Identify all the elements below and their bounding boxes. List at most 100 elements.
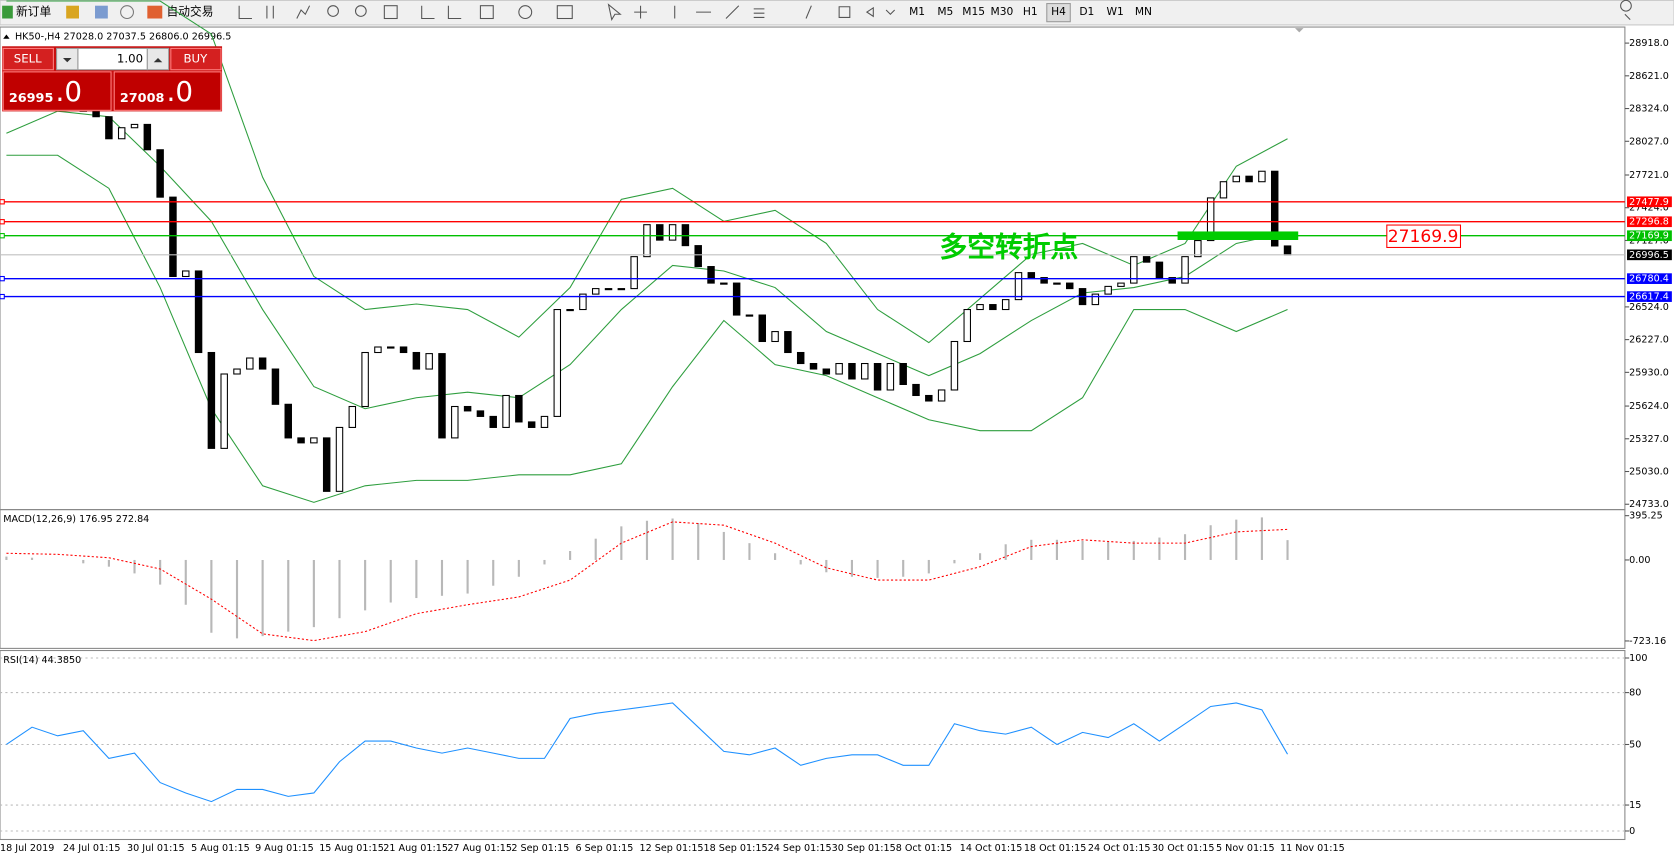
candle (835, 362, 843, 375)
current-price-box (1627, 249, 1672, 261)
candle (143, 123, 152, 151)
candle (476, 410, 485, 417)
candle (322, 437, 331, 492)
candle (656, 224, 664, 241)
turning-point-bar (1177, 231, 1299, 240)
timeframe[interactable]: W1 (1106, 5, 1123, 18)
x-tick-label: 24 Sep 01:15 (768, 843, 832, 854)
timeframe[interactable]: D1 (1079, 5, 1094, 18)
candle (925, 394, 933, 402)
x-tick-label: 2 Sep 01:15 (511, 843, 569, 854)
timeframe[interactable]: H1 (1023, 5, 1038, 18)
y-tick-label: 24733.0 (1629, 499, 1669, 510)
candle (182, 270, 190, 278)
ask-decimal[interactable]: .0 (167, 75, 193, 108)
periods[interactable] (518, 5, 533, 20)
level-label: 27296.8 (1629, 217, 1669, 228)
candle (117, 127, 126, 140)
ask-button[interactable] (113, 71, 222, 111)
candle (1053, 282, 1061, 285)
zoom-in[interactable] (327, 5, 339, 17)
candle (566, 309, 574, 312)
buy-label[interactable]: BUY (183, 52, 208, 66)
y-tick-label: 395.25 (1629, 511, 1663, 522)
x-tick-label: 5 Nov 01:15 (1216, 843, 1275, 854)
candle (848, 362, 856, 380)
panel-title: RSI(14) 44.3850 (3, 655, 81, 666)
bid-decimal[interactable]: .0 (56, 75, 82, 108)
panel-title: MACD(12,26,9) 176.95 272.84 (3, 514, 149, 525)
candle (694, 245, 702, 268)
sell-button[interactable] (2, 47, 54, 71)
chart-type-icons[interactable] (238, 5, 311, 20)
candle (591, 288, 600, 295)
bollinger-lower (6, 154, 1288, 503)
candle (771, 331, 779, 343)
auto-trade-icon[interactable] (147, 5, 163, 19)
timeframe[interactable]: M30 (991, 5, 1014, 18)
x-tick-label: 18 Oct 01:15 (1024, 843, 1087, 854)
candle (745, 314, 754, 317)
bid-price[interactable]: 26995 (9, 91, 54, 106)
ask-price[interactable]: 27008 (120, 91, 165, 106)
candle (374, 346, 382, 354)
x-tick-label: 12 Sep 01:15 (639, 843, 703, 854)
candle (233, 368, 241, 375)
candle (1001, 299, 1010, 311)
scroll-icons[interactable] (421, 5, 462, 20)
annotation-text: 多空转折点 (939, 231, 1078, 264)
x-tick-label: 5 Aug 01:15 (191, 843, 250, 854)
candle (1066, 282, 1074, 290)
candle (604, 288, 613, 291)
y-tick-label: 0 (1629, 826, 1635, 837)
zoom-out[interactable] (354, 5, 367, 17)
x-tick-label: 27 Aug 01:15 (447, 843, 512, 854)
drawing-tools[interactable] (607, 3, 896, 22)
indicators[interactable] (479, 5, 494, 20)
timeframe[interactable]: H4 (1051, 5, 1066, 18)
tile[interactable] (383, 5, 398, 20)
icon[interactable] (95, 5, 108, 19)
bid-button[interactable] (2, 71, 112, 111)
shift-marker (1295, 28, 1304, 33)
buy-button[interactable] (170, 47, 222, 71)
candle (1014, 272, 1023, 301)
candle (617, 288, 626, 291)
timeframe[interactable]: M15 (962, 5, 985, 18)
timeframe[interactable]: MN (1135, 5, 1152, 18)
icon[interactable] (120, 5, 134, 20)
candle (489, 415, 497, 428)
candle (1130, 256, 1138, 284)
macd-signal (6, 521, 1288, 642)
candle (822, 368, 831, 375)
candle (1270, 170, 1279, 247)
auto-trade[interactable]: 自动交易 (167, 5, 214, 19)
new-order[interactable]: 新订单 (16, 5, 51, 19)
y-tick-label: 28324.0 (1629, 104, 1669, 115)
timeframe[interactable]: M5 (937, 5, 953, 18)
level-label: 27477.9 (1629, 197, 1669, 208)
candle (796, 351, 805, 365)
candle (707, 266, 715, 284)
icon[interactable] (66, 5, 80, 19)
sell-label[interactable]: SELL (14, 52, 42, 66)
candle (451, 405, 459, 439)
candle (527, 421, 536, 428)
candle (809, 362, 818, 370)
rsi-line (6, 702, 1288, 803)
volume[interactable]: 1.00 (117, 52, 143, 66)
new-order-icon[interactable] (2, 5, 13, 19)
templates[interactable] (556, 5, 573, 20)
candle (1040, 277, 1048, 284)
x-tick-label: 21 Aug 01:15 (383, 843, 448, 854)
candle (335, 426, 344, 492)
x-tick-label: 24 Oct 01:15 (1088, 843, 1151, 854)
search[interactable] (1620, 0, 1632, 20)
candle (758, 314, 767, 343)
y-tick-label: 28027.0 (1629, 136, 1669, 147)
level-label: 27169.9 (1629, 231, 1669, 242)
timeframe[interactable]: M1 (909, 5, 925, 18)
